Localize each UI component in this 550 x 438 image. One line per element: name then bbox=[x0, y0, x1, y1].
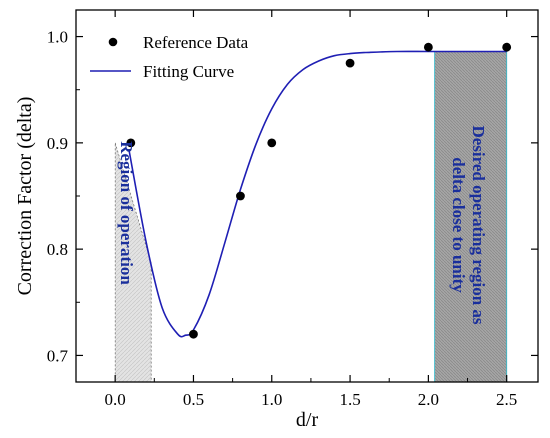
data-point bbox=[502, 42, 512, 52]
y-tick-label: 1.0 bbox=[47, 28, 68, 47]
fitting-curve-line bbox=[128, 50, 507, 338]
curve-layer bbox=[128, 50, 507, 338]
tick-layer: 0.0 0.5 1.0 1.5 2.0 2.5 0.7 0.8 0.9 1.0 bbox=[47, 10, 538, 409]
points-layer bbox=[126, 42, 512, 339]
x-tick-label: 0.0 bbox=[105, 390, 126, 409]
x-tick-label: 2.5 bbox=[496, 390, 517, 409]
data-point bbox=[423, 42, 433, 52]
data-point bbox=[236, 191, 245, 201]
legend-marker-reference-data bbox=[108, 37, 118, 47]
region-of-operation bbox=[114, 142, 152, 382]
y-axis-title: Correction Factor (delta) bbox=[14, 97, 36, 296]
x-tick-label: 1.5 bbox=[339, 390, 360, 409]
desired-region-label-line2: delta close to unity bbox=[449, 157, 468, 293]
x-axis-title: d/r bbox=[296, 409, 319, 431]
region-layer bbox=[114, 51, 508, 382]
region-of-operation-label: Region of operation bbox=[117, 141, 136, 285]
y-tick-label: 0.8 bbox=[47, 240, 68, 259]
desired-region-label-line1: Desired operating region as bbox=[469, 125, 488, 324]
y-tick-label: 0.7 bbox=[47, 346, 69, 365]
legend-label-fitting-curve: Fitting Curve bbox=[143, 62, 234, 81]
x-tick-label: 0.5 bbox=[183, 390, 204, 409]
x-tick-label: 1.0 bbox=[261, 390, 282, 409]
data-point bbox=[267, 138, 277, 148]
x-tick-label: 2.0 bbox=[418, 390, 439, 409]
desired-operating-region bbox=[434, 51, 508, 382]
data-point bbox=[126, 138, 136, 148]
y-tick-label: 0.9 bbox=[47, 134, 68, 153]
data-point bbox=[189, 329, 198, 339]
data-point bbox=[345, 58, 355, 68]
legend: Reference Data Fitting Curve bbox=[90, 33, 249, 81]
legend-label-reference-data: Reference Data bbox=[143, 33, 249, 52]
